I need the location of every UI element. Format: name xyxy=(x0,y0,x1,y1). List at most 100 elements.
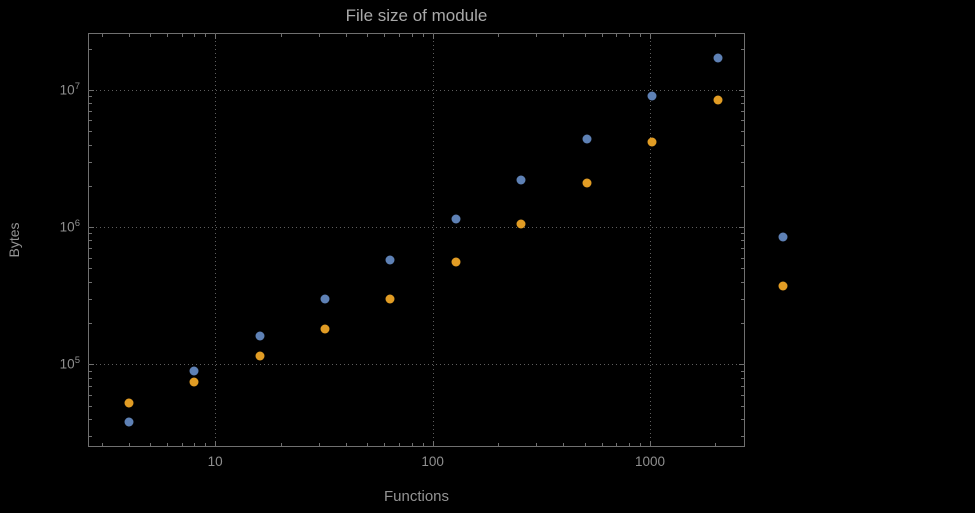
y-tick-mark-right xyxy=(741,418,744,420)
data-point-series-1-blue xyxy=(778,232,788,242)
y-tick-label: 106 xyxy=(59,218,80,235)
x-tick-mark xyxy=(563,443,565,446)
data-point-series-1-blue xyxy=(189,366,199,376)
y-tick-mark-right xyxy=(741,281,744,283)
x-tick-mark-top xyxy=(432,34,434,39)
y-tick-mark xyxy=(89,418,92,420)
y-tick-mark-right xyxy=(741,370,744,372)
x-tick-mark-top xyxy=(563,34,565,37)
y-tick-mark-right xyxy=(741,248,744,250)
y-tick-mark xyxy=(89,89,94,91)
data-point-series-2-orange xyxy=(647,137,657,147)
y-tick-mark-right xyxy=(741,144,744,146)
data-point-series-2-orange xyxy=(778,281,788,291)
x-tick-mark xyxy=(367,443,369,446)
x-tick-mark-top xyxy=(166,34,168,37)
y-tick-mark xyxy=(89,103,92,105)
data-point-series-2-orange xyxy=(516,219,526,229)
data-point-series-1-blue xyxy=(124,417,134,427)
x-tick-mark xyxy=(616,443,618,446)
x-tick-mark xyxy=(584,443,586,446)
y-tick-mark xyxy=(89,144,92,146)
x-tick-mark xyxy=(398,443,400,446)
x-tick-mark xyxy=(128,443,130,446)
x-tick-mark-top xyxy=(346,34,348,37)
y-tick-mark xyxy=(89,281,92,283)
y-tick-mark-right xyxy=(741,257,744,259)
x-tick-mark-top xyxy=(205,34,207,37)
y-tick-mark-right xyxy=(739,364,744,366)
y-tick-mark-right xyxy=(741,120,744,122)
x-tick-label: 10 xyxy=(207,454,223,469)
x-tick-mark xyxy=(194,443,196,446)
data-point-series-1-blue xyxy=(582,134,592,144)
x-tick-mark xyxy=(411,443,413,446)
y-tick-mark-right xyxy=(739,227,744,229)
y-tick-mark-right xyxy=(741,111,744,113)
y-tick-mark xyxy=(89,323,92,325)
y-axis-label: Bytes xyxy=(6,222,22,258)
x-tick-mark-top xyxy=(280,34,282,37)
y-tick-mark-right xyxy=(741,96,744,98)
x-tick-mark-top xyxy=(640,34,642,37)
x-tick-mark xyxy=(640,443,642,446)
data-point-series-2-orange xyxy=(385,294,395,304)
data-point-series-2-orange xyxy=(124,398,134,408)
x-tick-mark-top xyxy=(318,34,320,37)
y-tick-mark-right xyxy=(741,161,744,163)
y-tick-mark xyxy=(89,257,92,259)
x-tick-label: 1000 xyxy=(634,454,666,469)
data-point-series-1-blue xyxy=(451,214,461,224)
y-tick-mark xyxy=(89,268,92,270)
y-tick-mark-right xyxy=(741,394,744,396)
y-tick-mark xyxy=(89,436,92,438)
x-tick-mark-top xyxy=(181,34,183,37)
data-point-series-1-blue xyxy=(255,331,265,341)
horizontal-gridline xyxy=(88,89,745,91)
y-tick-mark-right xyxy=(741,268,744,270)
x-tick-mark-top xyxy=(584,34,586,37)
vertical-gridline xyxy=(215,33,217,447)
y-tick-mark xyxy=(89,394,92,396)
y-tick-mark-right xyxy=(741,185,744,187)
y-tick-mark-right xyxy=(741,377,744,379)
x-tick-mark-top xyxy=(367,34,369,37)
x-tick-mark xyxy=(601,443,603,446)
y-tick-mark-right xyxy=(741,385,744,387)
y-tick-label: 105 xyxy=(59,355,80,372)
x-tick-mark xyxy=(628,443,630,446)
x-tick-mark-top xyxy=(498,34,500,37)
x-tick-mark-top xyxy=(128,34,130,37)
x-tick-mark xyxy=(498,443,500,446)
x-tick-mark xyxy=(384,443,386,446)
y-tick-label: 107 xyxy=(59,80,80,98)
y-tick-mark xyxy=(89,364,94,366)
x-tick-mark-top xyxy=(384,34,386,37)
chart-title: File size of module xyxy=(345,6,488,25)
x-tick-mark-top xyxy=(411,34,413,37)
y-tick-mark xyxy=(89,405,92,407)
y-tick-mark xyxy=(89,370,92,372)
x-tick-mark-top xyxy=(398,34,400,37)
x-tick-mark xyxy=(715,443,717,446)
x-tick-mark xyxy=(650,441,651,446)
x-tick-mark-top xyxy=(422,34,424,37)
x-tick-mark xyxy=(215,441,217,446)
y-tick-mark xyxy=(89,248,92,250)
data-point-series-2-orange xyxy=(255,351,265,361)
x-tick-mark xyxy=(346,443,348,446)
y-tick-mark-right xyxy=(741,436,744,438)
data-point-series-2-orange xyxy=(320,324,330,334)
y-tick-mark xyxy=(89,185,92,187)
data-point-series-1-blue xyxy=(320,294,330,304)
data-point-series-1-blue xyxy=(385,255,395,265)
y-tick-mark-right xyxy=(741,405,744,407)
y-tick-mark xyxy=(89,377,92,379)
y-tick-mark xyxy=(89,120,92,122)
horizontal-gridline xyxy=(88,227,745,229)
x-tick-mark-top xyxy=(536,34,538,37)
y-tick-mark xyxy=(89,385,92,387)
x-tick-mark xyxy=(149,443,151,446)
y-tick-mark-right xyxy=(739,89,744,91)
